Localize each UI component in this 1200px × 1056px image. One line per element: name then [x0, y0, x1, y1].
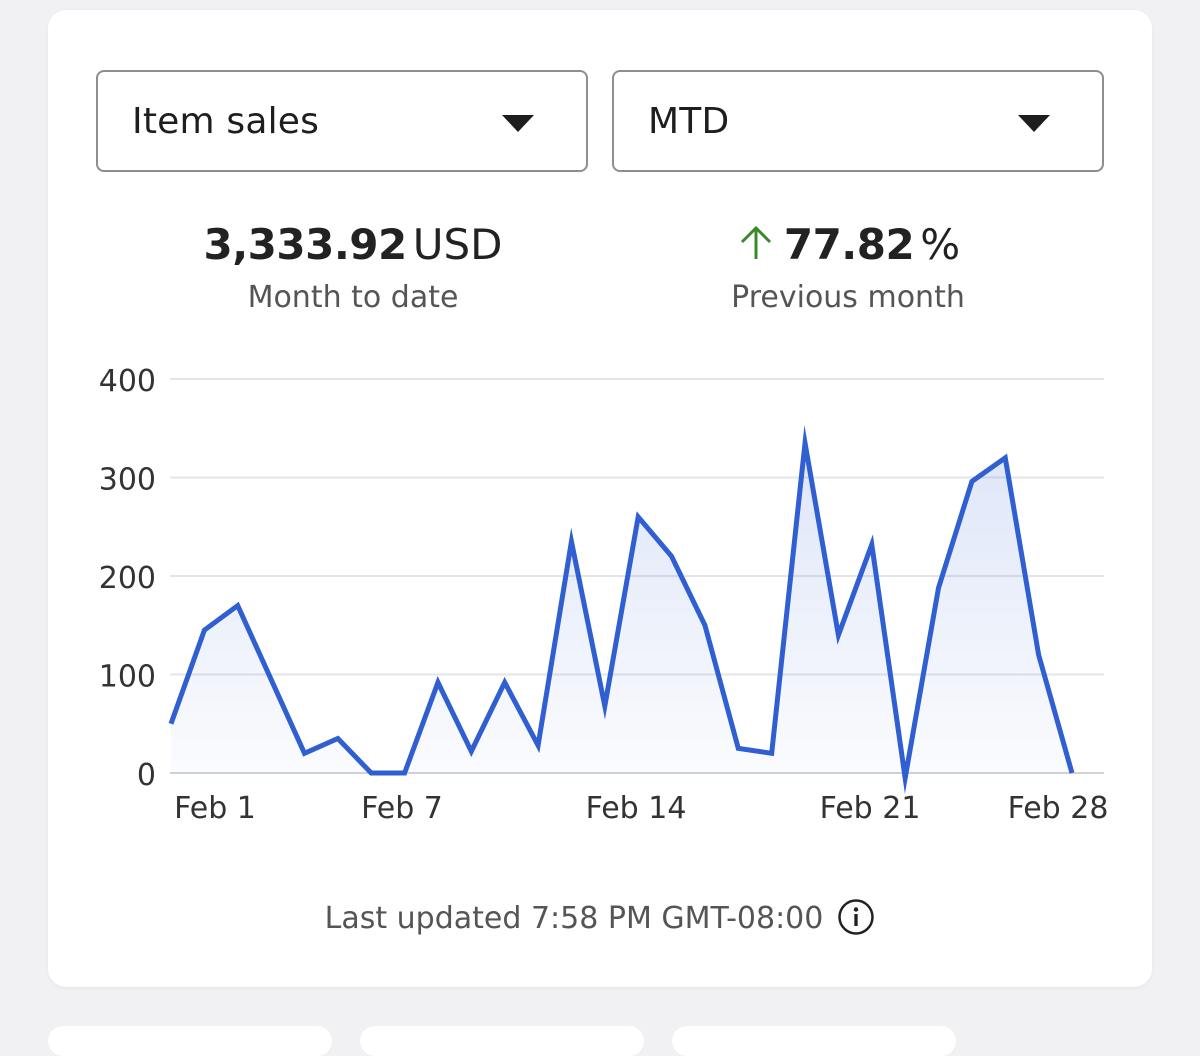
data-point: [836, 633, 840, 637]
y-tick-label: 200: [99, 561, 156, 596]
last-updated-footer: Last updated 7:58 PM GMT-08:00: [48, 898, 1152, 939]
info-icon[interactable]: [837, 898, 875, 936]
data-point: [970, 479, 974, 483]
data-point: [1070, 771, 1074, 775]
total-sales-metric: 3,333.92 USD Month to date: [138, 220, 568, 318]
data-point: [236, 604, 240, 608]
data-point: [403, 771, 407, 775]
total-sales-label: Month to date: [247, 280, 459, 315]
sales-card: Item sales MTD 3,333.92 USD Month to date…: [48, 10, 1152, 987]
data-point: [636, 515, 640, 519]
data-point: [503, 680, 507, 684]
data-point: [770, 751, 774, 755]
last-updated-text: Last updated 7:58 PM GMT-08:00: [324, 901, 824, 936]
change-value: 77.82: [783, 220, 915, 269]
data-point: [603, 704, 607, 708]
series-area: [171, 443, 1072, 778]
chevron-down-icon: [1018, 115, 1050, 132]
data-point: [803, 441, 807, 445]
sales-line-chart: 400 300 200 100 0 Feb 1 Feb 7 Feb 14 Feb 21 Feb 2…: [99, 364, 1109, 826]
data-point: [1037, 653, 1041, 657]
total-sales-value: 3,333.92: [203, 220, 407, 269]
data-point: [937, 586, 941, 590]
period-dropdown-label: MTD: [648, 101, 730, 142]
data-point: [703, 623, 707, 627]
data-point: [202, 628, 206, 632]
x-tick-label: Feb 21: [820, 791, 921, 826]
x-tick-label: Feb 7: [361, 791, 443, 826]
series-line: [168, 425, 1075, 794]
period-dropdown[interactable]: MTD: [612, 70, 1104, 172]
x-tick-label: Feb 1: [174, 791, 256, 826]
data-point: [670, 554, 674, 558]
metric-dropdown[interactable]: Item sales: [96, 70, 588, 172]
data-point: [169, 722, 173, 726]
data-point: [336, 737, 340, 741]
y-tick-label: 400: [99, 364, 156, 399]
data-point: [369, 771, 373, 775]
next-card-peek: [672, 1026, 956, 1056]
total-sales-unit: USD: [412, 220, 503, 269]
data-point: [1003, 456, 1007, 460]
y-tick-label: 100: [99, 660, 156, 695]
data-point: [436, 680, 440, 684]
data-point: [302, 751, 306, 755]
x-tick-label: Feb 14: [586, 791, 687, 826]
chevron-down-icon: [502, 115, 534, 132]
change-label: Previous month: [731, 280, 965, 315]
metric-dropdown-label: Item sales: [132, 101, 320, 142]
data-point: [569, 540, 573, 544]
data-point: [903, 776, 907, 780]
change-metric: 77.82% Previous month: [628, 220, 1068, 318]
data-point: [536, 743, 540, 747]
y-tick-label: 0: [137, 758, 156, 793]
x-tick-label: Feb 28: [1008, 791, 1109, 826]
change-unit: %: [920, 220, 961, 269]
data-point: [269, 677, 273, 681]
next-card-peek: [48, 1026, 332, 1056]
data-point: [469, 749, 473, 753]
arrow-up-icon: [740, 225, 771, 259]
data-point: [736, 746, 740, 750]
y-tick-label: 300: [99, 463, 156, 498]
next-card-peek: [360, 1026, 644, 1056]
data-point: [870, 542, 874, 546]
